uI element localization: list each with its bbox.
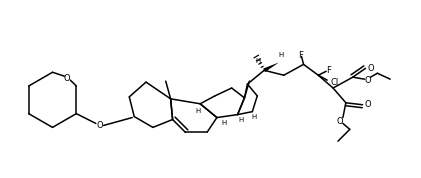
Text: H: H [196, 108, 201, 114]
Text: F: F [298, 51, 303, 60]
Text: H: H [221, 121, 226, 126]
Text: H: H [278, 52, 283, 57]
Text: Cl: Cl [330, 78, 338, 87]
Text: H: H [238, 117, 243, 122]
Text: O: O [96, 121, 103, 130]
Text: O: O [337, 117, 343, 126]
Text: F: F [326, 66, 330, 75]
Polygon shape [263, 62, 279, 72]
Text: H: H [256, 58, 261, 64]
Text: O: O [364, 100, 371, 109]
Text: O: O [367, 64, 374, 73]
Text: O: O [364, 76, 371, 85]
Text: H: H [252, 114, 257, 120]
Text: O: O [63, 74, 70, 83]
